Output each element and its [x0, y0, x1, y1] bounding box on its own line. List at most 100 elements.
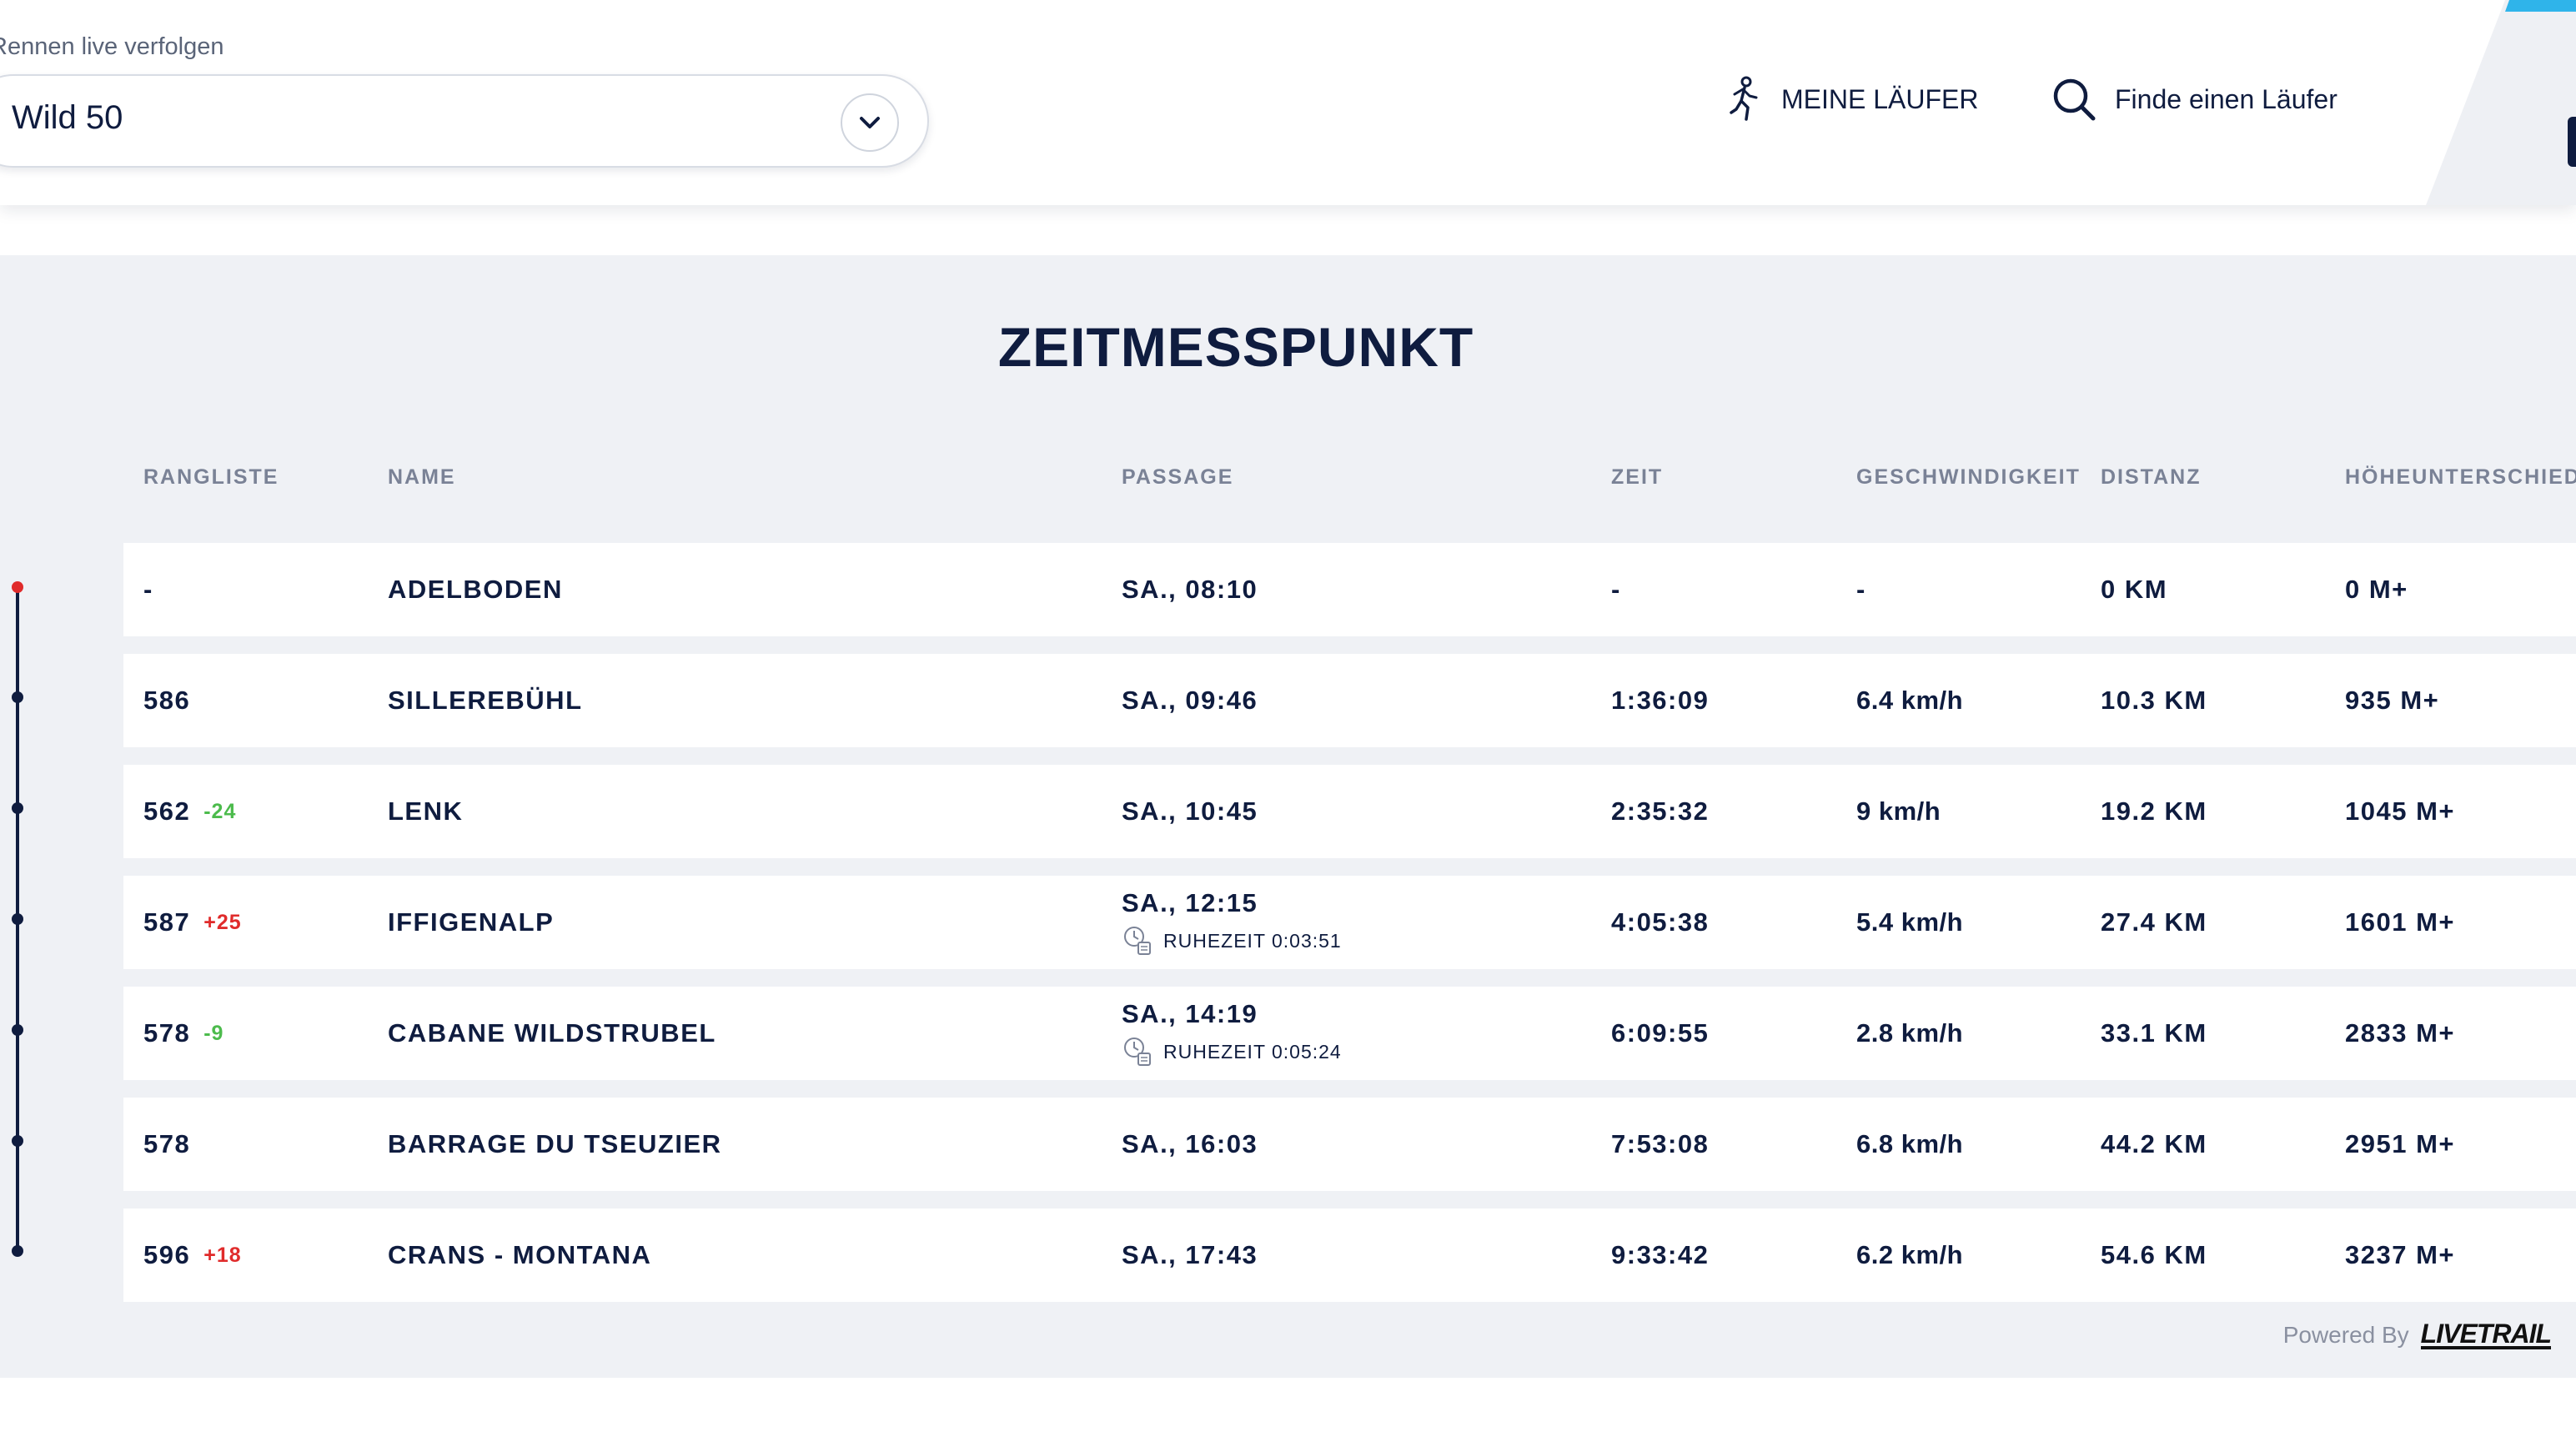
elevation-value: 2951 M+	[2345, 1129, 2456, 1158]
passage-time: SA., 16:03	[1122, 1129, 1258, 1158]
column-header-speed: GESCHWINDIGKEIT	[1856, 465, 2081, 489]
speed-value: -	[1856, 575, 1865, 604]
rest-clock-icon	[1122, 1035, 1155, 1068]
rank-cell: 586	[143, 654, 190, 747]
runner-icon	[1728, 76, 1763, 123]
timeline-dot	[12, 1024, 23, 1036]
table-row[interactable]: 587 +25 IFFIGENALP SA., 12:15 RUHEZEIT 0…	[123, 876, 2576, 969]
elapsed-time: -	[1611, 575, 1621, 604]
checkpoint-name: IFFIGENALP	[388, 907, 555, 937]
rank-cell: 578	[143, 1098, 190, 1191]
passage-cell: SA., 12:15 RUHEZEIT 0:03:51	[1122, 876, 1342, 969]
passage-time: SA., 10:45	[1122, 796, 1258, 826]
elevation-value: 1045 M+	[2345, 796, 2456, 826]
passage-time: SA., 17:43	[1122, 1240, 1258, 1269]
rank-value: 562	[143, 796, 191, 826]
elapsed-time: 9:33:42	[1611, 1240, 1710, 1269]
rank-cell: 578 -9	[143, 987, 223, 1080]
rank-change-badge: -24	[203, 799, 237, 823]
distance-value: 44.2 KM	[2101, 1129, 2207, 1158]
rank-cell: 562 -24	[143, 765, 236, 858]
timeline-dot	[12, 691, 23, 703]
checkpoint-name: BARRAGE DU TSEUZIER	[388, 1129, 722, 1158]
rank-value: 578	[143, 1018, 191, 1048]
header-corner-tab[interactable]	[2568, 117, 2576, 167]
powered-by: Powered By LIVETRAIL	[2282, 1319, 2552, 1349]
checkpoint-name: ADELBODEN	[388, 575, 563, 604]
rank-cell: -	[143, 543, 153, 636]
speed-value: 5.4 km/h	[1856, 907, 1964, 937]
distance-value: 27.4 KM	[2101, 907, 2207, 937]
column-header-elevation: HÖHEUNTERSCHIED	[2345, 465, 2576, 489]
rest-time: RUHEZEIT 0:05:24	[1122, 1035, 1342, 1068]
page-title: ZEITMESSPUNKT	[997, 316, 1474, 378]
rank-value: 587	[143, 907, 191, 937]
rank-cell: 596 +18	[143, 1208, 242, 1302]
checkpoint-name: LENK	[388, 796, 464, 826]
rest-time-label: RUHEZEIT 0:03:51	[1163, 929, 1342, 952]
distance-value: 19.2 KM	[2101, 796, 2207, 826]
elevation-value: 935 M+	[2345, 686, 2440, 715]
rest-time-label: RUHEZEIT 0:05:24	[1163, 1040, 1342, 1063]
rank-change-badge: +25	[203, 910, 242, 934]
passage-time: SA., 14:19	[1122, 999, 1258, 1028]
checkpoint-name: CABANE WILDSTRUBEL	[388, 1018, 716, 1048]
elevation-value: 1601 M+	[2345, 907, 2456, 937]
column-header-rank: RANGLISTE	[143, 465, 279, 489]
rank-value: 596	[143, 1240, 191, 1269]
timeline-dot-start	[12, 581, 23, 593]
elapsed-time: 2:35:32	[1611, 796, 1710, 826]
elapsed-time: 1:36:09	[1611, 686, 1710, 715]
elapsed-time: 7:53:08	[1611, 1129, 1710, 1158]
timeline-dot	[12, 913, 23, 925]
rank-cell: 587 +25	[143, 876, 242, 969]
rest-time: RUHEZEIT 0:03:51	[1122, 924, 1342, 957]
table-row[interactable]: 586 SILLEREBÜHL SA., 09:46 1:36:09 6.4 k…	[123, 654, 2576, 747]
timeline-dot	[12, 802, 23, 814]
column-header-passage: PASSAGE	[1122, 465, 1234, 489]
my-runners-link[interactable]: MEINE LÄUFER	[1728, 72, 1978, 127]
column-header-name: NAME	[388, 465, 456, 489]
timeline-dot	[12, 1245, 23, 1257]
elevation-value: 0 M+	[2345, 575, 2408, 604]
race-select-label: Rennen live verfolgen	[0, 33, 224, 60]
passage-time: SA., 08:10	[1122, 575, 1258, 604]
table-row[interactable]: - ADELBODEN SA., 08:10 - - 0 KM 0 M+	[123, 543, 2576, 636]
timing-section: ZEITMESSPUNKT RANGLISTE NAME PASSAGE ZEI…	[0, 255, 2576, 1378]
table-row[interactable]: 578 BARRAGE DU TSEUZIER SA., 16:03 7:53:…	[123, 1098, 2576, 1191]
timeline-dot	[12, 1135, 23, 1147]
top-header: Rennen live verfolgen Wild 50 MEINE LÄUF…	[0, 0, 2576, 205]
elevation-value: 3237 M+	[2345, 1240, 2456, 1269]
speed-value: 6.8 km/h	[1856, 1129, 1964, 1158]
passage-time: SA., 12:15	[1122, 888, 1258, 917]
race-dropdown-value: Wild 50	[12, 99, 123, 136]
search-icon	[2051, 77, 2096, 122]
checkpoint-name: CRANS - MONTANA	[388, 1240, 652, 1269]
my-runners-label: MEINE LÄUFER	[1781, 83, 1979, 114]
distance-value: 54.6 KM	[2101, 1240, 2207, 1269]
column-header-distance: DISTANZ	[2101, 465, 2202, 489]
elapsed-time: 4:05:38	[1611, 907, 1710, 937]
distance-value: 10.3 KM	[2101, 686, 2207, 715]
table-row[interactable]: 562 -24 LENK SA., 10:45 2:35:32 9 km/h 1…	[123, 765, 2576, 858]
passage-cell: SA., 14:19 RUHEZEIT 0:05:24	[1122, 987, 1342, 1080]
passage-time: SA., 09:46	[1122, 686, 1258, 715]
checkpoint-name: SILLEREBÜHL	[388, 686, 583, 715]
chevron-down-icon[interactable]	[841, 93, 899, 152]
speed-value: 2.8 km/h	[1856, 1018, 1964, 1048]
race-dropdown[interactable]: Wild 50	[0, 74, 929, 168]
livetrail-logo[interactable]: LIVETRAIL	[2420, 1319, 2552, 1349]
table-row[interactable]: 578 -9 CABANE WILDSTRUBEL SA., 14:19 RUH…	[123, 987, 2576, 1080]
table-row[interactable]: 596 +18 CRANS - MONTANA SA., 17:43 9:33:…	[123, 1208, 2576, 1302]
distance-value: 0 KM	[2101, 575, 2168, 604]
rank-change-badge: -9	[203, 1021, 224, 1045]
speed-value: 6.2 km/h	[1856, 1240, 1964, 1269]
rank-change-badge: +18	[203, 1243, 242, 1267]
distance-value: 33.1 KM	[2101, 1018, 2207, 1048]
find-runner-label: Finde einen Läufer	[2115, 83, 2337, 114]
speed-value: 6.4 km/h	[1856, 686, 1964, 715]
find-runner-link[interactable]: Finde einen Läufer	[2051, 72, 2337, 127]
elevation-value: 2833 M+	[2345, 1018, 2456, 1048]
speed-value: 9 km/h	[1856, 796, 1941, 826]
powered-by-label: Powered By	[2282, 1322, 2409, 1348]
